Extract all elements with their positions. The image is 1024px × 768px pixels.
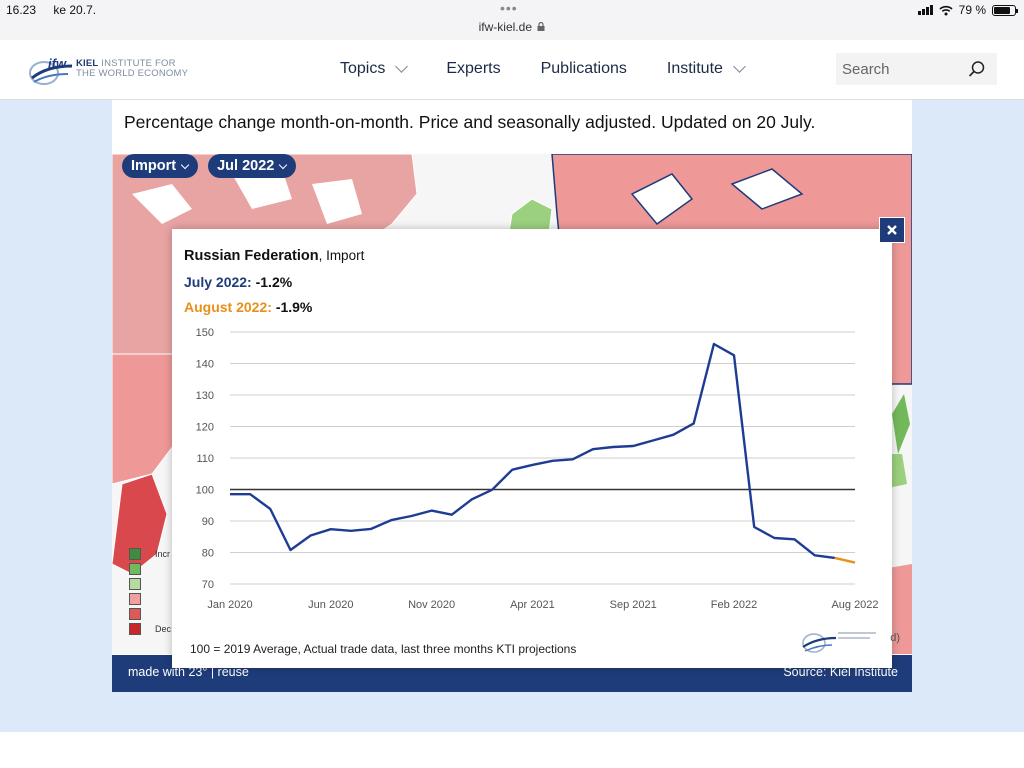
august-label: August 2022: bbox=[184, 299, 272, 315]
country-popup: Russian Federation, Import July 2022: -1… bbox=[172, 229, 892, 668]
widget-subtitle: Percentage change month-on-month. Price … bbox=[124, 112, 816, 132]
popup-footnote: 100 = 2019 Average, Actual trade data, l… bbox=[190, 642, 577, 656]
y-tick-label: 100 bbox=[196, 485, 214, 497]
series-line-projection bbox=[834, 556, 856, 564]
logo-line1: INSTITUTE FOR bbox=[101, 58, 176, 69]
y-tick-label: 70 bbox=[202, 579, 214, 591]
legend-increase-label: Incr bbox=[155, 548, 171, 559]
status-indicators: 79 % bbox=[917, 3, 1018, 17]
status-time: 16.23 bbox=[6, 3, 37, 17]
made-with-reuse-link[interactable]: made with 23° | reuse bbox=[128, 665, 249, 679]
legend-swatch bbox=[129, 592, 141, 605]
site-header: ifw KIEL INSTITUTE FOR THE WORLD ECONOMY… bbox=[0, 40, 1024, 100]
popup-flow: , Import bbox=[318, 248, 365, 263]
nav-experts[interactable]: Experts bbox=[446, 60, 500, 78]
source-label: Source: Kiel Institute bbox=[783, 665, 898, 679]
page-bottom bbox=[0, 732, 1024, 768]
legend-row bbox=[129, 561, 171, 576]
kiel-institute-small-logo bbox=[802, 632, 876, 653]
july-value: -1.2% bbox=[255, 274, 293, 290]
url-bar[interactable]: ifw-kiel.de bbox=[0, 20, 1024, 34]
series-line-actual bbox=[230, 342, 835, 560]
chevron-down-icon bbox=[395, 60, 409, 73]
url-text: ifw-kiel.de bbox=[478, 20, 532, 34]
search-input[interactable] bbox=[842, 58, 962, 80]
y-tick-label: 130 bbox=[196, 390, 214, 402]
legend-decrease-label: Dec bbox=[155, 623, 172, 634]
y-tick-label: 140 bbox=[196, 359, 214, 371]
legend-swatch bbox=[129, 562, 141, 575]
popup-july-line: July 2022: -1.2% bbox=[184, 274, 292, 290]
cellular-signal-icon bbox=[917, 5, 933, 15]
search-icon[interactable] bbox=[968, 60, 986, 78]
nav-publications-label: Publications bbox=[540, 60, 627, 77]
x-tick-label: Apr 2021 bbox=[510, 599, 555, 611]
july-label: July 2022: bbox=[184, 274, 252, 290]
x-tick-label: Aug 2022 bbox=[831, 599, 878, 611]
y-tick-label: 80 bbox=[202, 548, 214, 560]
y-tick-label: 90 bbox=[202, 516, 214, 528]
kiel-institute-logo[interactable]: ifw KIEL INSTITUTE FOR THE WORLD ECONOMY bbox=[28, 54, 198, 88]
legend-row: Incr bbox=[129, 546, 171, 561]
month-dropdown-label: Jul 2022 bbox=[217, 158, 275, 174]
chevron-down-icon bbox=[279, 160, 288, 169]
logo-line2: THE WORLD ECONOMY bbox=[76, 68, 189, 79]
legend-swatch bbox=[129, 577, 141, 590]
legend-row bbox=[129, 591, 171, 606]
battery-percent: 79 % bbox=[958, 3, 986, 17]
y-tick-label: 110 bbox=[196, 453, 214, 465]
nav-institute-label: Institute bbox=[666, 60, 723, 77]
close-popup-button[interactable] bbox=[879, 217, 905, 243]
x-tick-label: Feb 2022 bbox=[711, 599, 757, 611]
legend-swatch bbox=[129, 622, 141, 635]
x-tick-label: Jun 2020 bbox=[308, 599, 353, 611]
legend-swatch bbox=[129, 547, 141, 560]
map-legend: Incr Dec bbox=[129, 546, 171, 636]
nav-institute[interactable]: Institute bbox=[666, 60, 746, 78]
nav-topics[interactable]: Topics bbox=[340, 60, 409, 78]
multitasking-dots-icon[interactable]: ••• bbox=[500, 0, 518, 16]
search-box bbox=[836, 53, 997, 85]
nav-publications[interactable]: Publications bbox=[541, 60, 627, 78]
x-tick-label: Sep 2021 bbox=[610, 599, 657, 611]
legend-swatch bbox=[129, 607, 141, 620]
legend-row: Dec bbox=[129, 621, 171, 636]
close-icon bbox=[887, 225, 897, 235]
legend-row bbox=[129, 606, 171, 621]
legend-row bbox=[129, 576, 171, 591]
month-dropdown[interactable]: Jul 2022 bbox=[208, 154, 297, 178]
popup-title: Russian Federation, Import bbox=[184, 248, 364, 264]
wifi-icon bbox=[939, 5, 953, 15]
chevron-down-icon bbox=[733, 60, 746, 73]
chevron-down-icon bbox=[180, 160, 190, 169]
battery-icon bbox=[992, 4, 1018, 16]
filter-dropdowns: Import Jul 2022 bbox=[122, 154, 297, 178]
main-nav: Topics Experts Publications Institute bbox=[340, 60, 784, 78]
status-date: ke 20.7. bbox=[53, 3, 97, 17]
nav-topics-label: Topics bbox=[340, 60, 386, 77]
status-time-date: 16.23 ke 20.7. bbox=[6, 3, 110, 17]
logo-mark-text: ifw bbox=[48, 56, 67, 71]
popup-country: Russian Federation bbox=[184, 248, 319, 264]
flow-dropdown-label: Import bbox=[131, 158, 177, 174]
august-value: -1.9% bbox=[275, 299, 313, 315]
popup-august-line: August 2022: -1.9% bbox=[184, 299, 312, 315]
map-note: d) bbox=[890, 632, 900, 644]
y-tick-label: 120 bbox=[196, 422, 214, 434]
logo-text: KIEL INSTITUTE FOR THE WORLD ECONOMY bbox=[76, 59, 188, 79]
logo-kiel: KIEL bbox=[76, 58, 99, 69]
flow-dropdown[interactable]: Import bbox=[122, 154, 199, 178]
x-tick-label: Jan 2020 bbox=[207, 599, 252, 611]
globe-logo-icon bbox=[29, 61, 73, 85]
status-bar: 16.23 ke 20.7. ••• ifw-kiel.de 79 % bbox=[0, 0, 1024, 40]
lock-icon bbox=[537, 21, 545, 31]
x-tick-label: Nov 2020 bbox=[408, 599, 455, 611]
y-tick-label: 150 bbox=[196, 327, 214, 339]
import-line-chart: 70 80 90 100 110 120 130 140 150 Jan 2020 Jun 2020… bbox=[196, 327, 879, 611]
nav-experts-label: Experts bbox=[446, 60, 501, 77]
